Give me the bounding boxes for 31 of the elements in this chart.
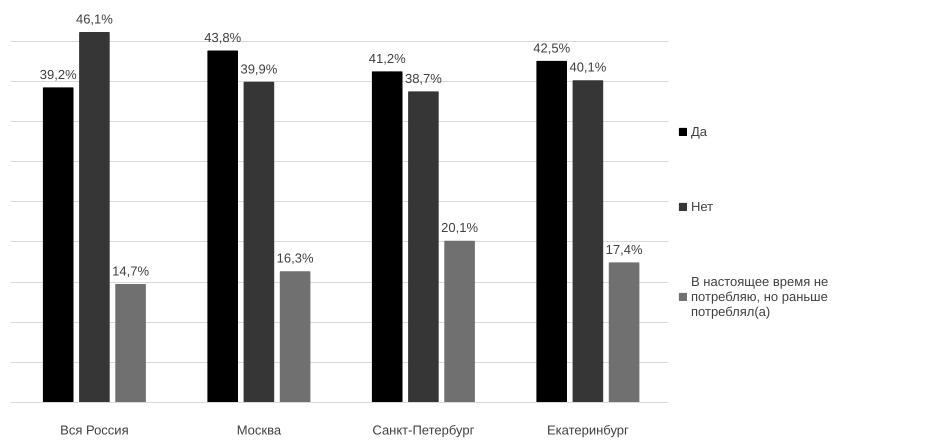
data-label: 38,7% xyxy=(404,70,442,86)
data-label: 16,3% xyxy=(276,250,314,266)
data-label: 17,4% xyxy=(606,242,643,257)
x-tick-label: Вся Россия xyxy=(60,422,129,438)
bar xyxy=(572,80,604,402)
bar xyxy=(372,71,403,402)
bar xyxy=(207,50,238,402)
data-label: 41,2% xyxy=(368,50,406,66)
data-label: 42,5% xyxy=(533,40,571,56)
x-tick-label: Москва xyxy=(236,422,282,438)
bar xyxy=(408,91,439,402)
data-label: 39,2% xyxy=(40,66,78,82)
bar xyxy=(444,240,475,402)
x-tick-label: Екатеринбург xyxy=(547,422,630,438)
bar xyxy=(608,262,640,402)
legend-label: В настоящее время не потребляю, но раньше потреблял(а) xyxy=(691,274,828,319)
bar xyxy=(42,87,74,402)
x-tick-label: Санкт-Петербург xyxy=(372,422,475,438)
bar xyxy=(244,82,274,402)
data-label: 20,1% xyxy=(441,220,478,236)
data-label: 40,1% xyxy=(569,60,607,75)
bar xyxy=(115,284,146,402)
bar xyxy=(536,60,568,402)
legend-label: Нет xyxy=(691,199,714,214)
bar xyxy=(280,271,310,402)
data-label: 43,8% xyxy=(204,30,242,46)
data-label: 14,7% xyxy=(112,264,150,279)
legend-label: Да xyxy=(691,124,708,139)
data-label: 46,1% xyxy=(76,12,114,27)
bar xyxy=(79,32,110,402)
data-label: 39,9% xyxy=(240,61,278,76)
